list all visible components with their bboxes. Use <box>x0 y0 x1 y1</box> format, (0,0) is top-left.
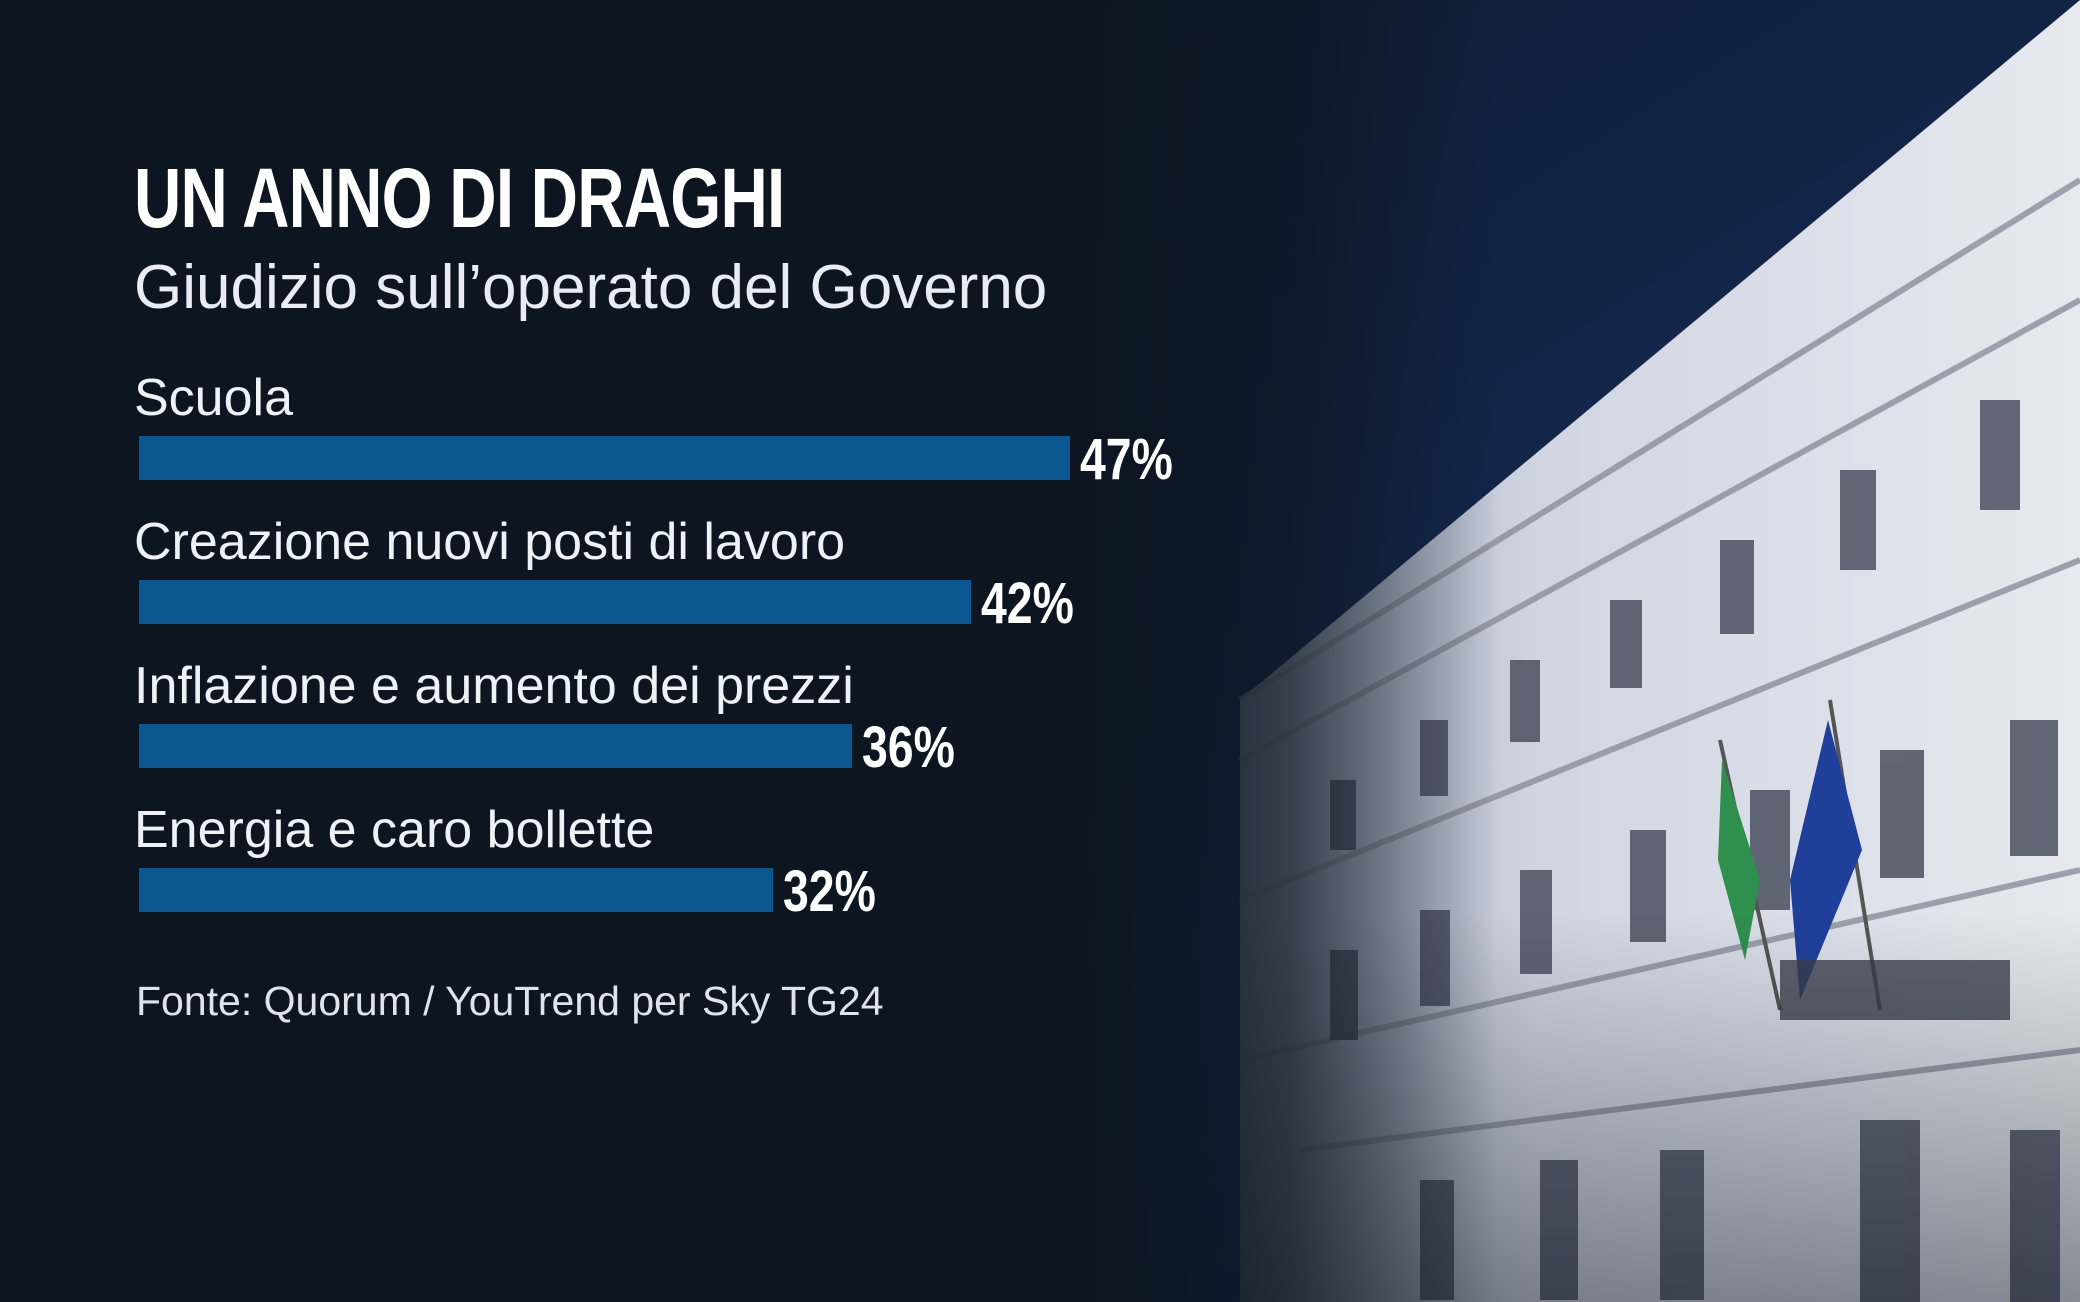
category-label: Creazione nuovi posti di lavoro <box>134 513 846 571</box>
bar <box>139 436 1070 480</box>
category-label: Scuola <box>134 369 293 427</box>
source-note: Fonte: Quorum / YouTrend per Sky TG24 <box>136 978 884 1024</box>
chart-subtitle: Giudizio sull’operato del Governo <box>134 253 1048 322</box>
category-label: Energia e caro bollette <box>134 801 655 859</box>
value-label: 47% <box>1079 427 1173 492</box>
chart-title: UN ANNO DI DRAGHI <box>134 151 785 245</box>
bar <box>139 580 971 624</box>
value-label: 42% <box>980 571 1074 636</box>
bar <box>139 724 852 768</box>
value-label: 36% <box>861 715 955 780</box>
category-label: Inflazione e aumento dei prezzi <box>134 657 854 715</box>
bar <box>139 868 773 912</box>
value-label: 32% <box>782 859 876 924</box>
